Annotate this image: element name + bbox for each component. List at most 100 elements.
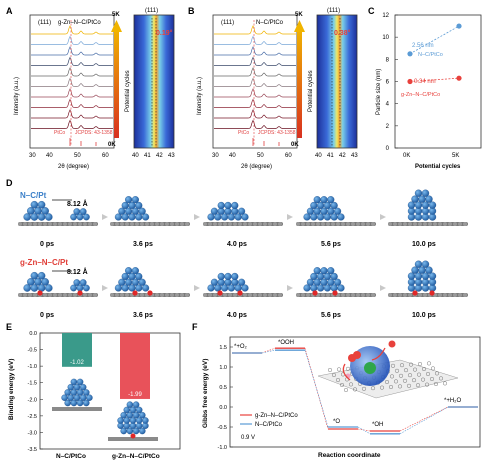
y-axis-label: Binding energy (eV) — [8, 359, 15, 420]
pt-atom — [217, 272, 225, 280]
pt-atom — [83, 389, 90, 396]
time-label: 10.0 ps — [412, 241, 436, 248]
xrd-traces — [214, 25, 296, 129]
energy-connector — [261, 349, 276, 354]
substrate-atom — [125, 222, 129, 226]
substrate-atom — [258, 293, 262, 297]
xrd-trace — [31, 109, 113, 119]
substrate-atom — [88, 222, 92, 226]
pt-atom — [238, 207, 246, 215]
substrate-atom — [208, 293, 212, 297]
pt-atom — [414, 260, 423, 268]
substrate-atom — [278, 222, 282, 226]
energy-profile — [232, 347, 478, 435]
substrate-atom — [453, 222, 457, 226]
substrate-atom — [346, 222, 350, 226]
energy-connector — [357, 426, 371, 435]
substrate-atom — [28, 293, 32, 297]
pt-atom — [407, 201, 416, 209]
lattice-ring — [391, 363, 396, 368]
oxygen-atom — [388, 340, 396, 348]
voltage-label: 0.9 V — [241, 435, 255, 441]
xrd-traces — [31, 25, 113, 129]
cycles-bottom-label: 0K — [291, 142, 299, 148]
panel-e: E 0.0-0.5-1.0-1.5-2.0-2.5-3.0-3.5 -1.02-… — [6, 322, 181, 460]
zn-anchor — [132, 290, 138, 296]
md-snapshots-row2 — [18, 260, 468, 297]
pt-atom — [411, 195, 419, 203]
pt-atom — [27, 278, 35, 286]
pt-atom — [139, 411, 146, 419]
heatmap — [133, 14, 175, 149]
pt-atom — [37, 272, 46, 280]
pt-atom — [135, 201, 143, 209]
row-title-zn: g-Zn–N–C/Pt — [20, 258, 68, 267]
substrate-atom — [448, 222, 452, 226]
step-arrow — [102, 214, 108, 220]
pt-atom — [313, 196, 321, 204]
substrate-atom — [93, 222, 97, 226]
substrate-atom — [301, 222, 305, 226]
substrate-atom — [130, 222, 134, 226]
x-axis-label: 2θ (degree) — [241, 164, 272, 170]
pt-atom — [231, 272, 239, 280]
lattice-ring — [346, 366, 351, 371]
substrate-atom — [68, 293, 72, 297]
legend-entry: g-Zn–N–C/PtCo — [255, 413, 298, 419]
substrate-atom — [356, 293, 360, 297]
pt-atom — [330, 272, 338, 280]
shift-label: 0.38° — [334, 29, 351, 37]
zn-anchor — [332, 290, 338, 296]
category-label: g-Zn–N–C/PtCo — [112, 453, 160, 460]
y-tick-label: 0 — [386, 146, 390, 152]
pt-atom — [138, 278, 146, 286]
substrate-atom — [83, 293, 87, 297]
tick-label: 60 — [102, 153, 109, 159]
pt-atom — [45, 284, 53, 292]
panel-b: B (111) N–C/PtCo PtCo JCPDS: 43-1358 Int… — [188, 6, 358, 170]
x-axis-label: Potential cycles — [415, 164, 461, 170]
pt-atom — [414, 272, 423, 280]
substrate-atom — [223, 293, 227, 297]
pt-atom — [70, 378, 78, 386]
substrate-atom — [63, 222, 67, 226]
y-tick-label: -1.5 — [28, 381, 37, 387]
substrate-atom — [125, 293, 129, 297]
substrate-atom — [160, 222, 164, 226]
panel-a: A (111) g-Zn–N–C/PtCo PtCo JCPDS: 43-135… — [6, 6, 175, 170]
zn-anchor — [130, 433, 136, 439]
peak-label-zoom: (111) — [327, 8, 340, 14]
lattice-ring — [404, 368, 409, 373]
xrd-trace — [214, 46, 296, 56]
substrate-atom — [393, 222, 397, 226]
xrd-trace — [31, 119, 113, 129]
tick-label: 50 — [74, 153, 81, 159]
series-line — [409, 77, 460, 82]
xrd-trace — [214, 56, 296, 66]
substrate — [52, 407, 102, 411]
substrate-atom — [448, 293, 452, 297]
tick-label: 5K — [452, 153, 459, 159]
lattice-ring — [427, 361, 432, 366]
substrate-atom — [341, 293, 345, 297]
pt-atom — [131, 196, 139, 204]
substrate-atom — [388, 293, 392, 297]
reference-ticks — [69, 138, 97, 146]
pt-atom — [83, 399, 90, 407]
zn-anchor — [412, 290, 418, 296]
shift-label: 0.19° — [156, 29, 173, 37]
lattice-ring — [353, 387, 358, 392]
lattice-ring — [417, 372, 422, 377]
pt-atom — [79, 383, 87, 391]
substrate-atom — [238, 222, 242, 226]
substrate-atom — [423, 222, 427, 226]
zn-anchor — [77, 290, 83, 296]
substrate-atom — [203, 293, 207, 297]
tick-label: 42 — [156, 153, 163, 159]
pt-atom — [407, 272, 416, 280]
pt-atom — [132, 401, 140, 408]
energy-connector — [304, 350, 329, 428]
pt-atom — [76, 378, 84, 386]
pt-atom — [131, 267, 139, 275]
y-ticks: 1.5 1.0 0.5 0.0 -0.5 -1.0 — [218, 345, 233, 451]
